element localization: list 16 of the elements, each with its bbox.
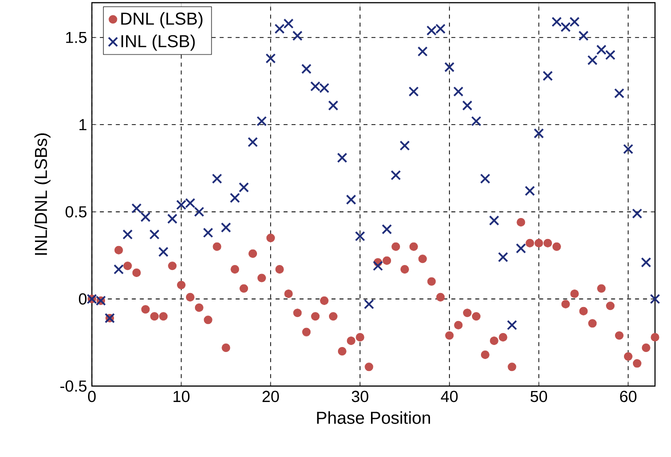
y-tick-label: 1.5 <box>66 32 86 44</box>
legend-label: DNL (LSB) <box>121 12 202 28</box>
y-tick-label: -0.5 <box>60 380 86 392</box>
x-tick-label: 10 <box>174 390 190 402</box>
x-tick-label: 50 <box>530 390 548 402</box>
legend-label: INL (LSB) <box>121 34 195 51</box>
x-tick-label: 0 <box>88 390 96 402</box>
x-tick-label: 20 <box>262 390 279 402</box>
x-axis-title: Phase Position <box>317 411 430 424</box>
y-axis-title: INL/DNL (LSBs) <box>34 134 51 255</box>
x-tick-label: 30 <box>352 390 368 402</box>
y-tick-label: 1 <box>79 119 86 130</box>
y-tick-label: 0.5 <box>66 206 86 218</box>
x-tick-label: 60 <box>620 390 636 402</box>
y-tick-label: 0 <box>78 293 87 305</box>
x-tick-label: 40 <box>440 390 458 402</box>
